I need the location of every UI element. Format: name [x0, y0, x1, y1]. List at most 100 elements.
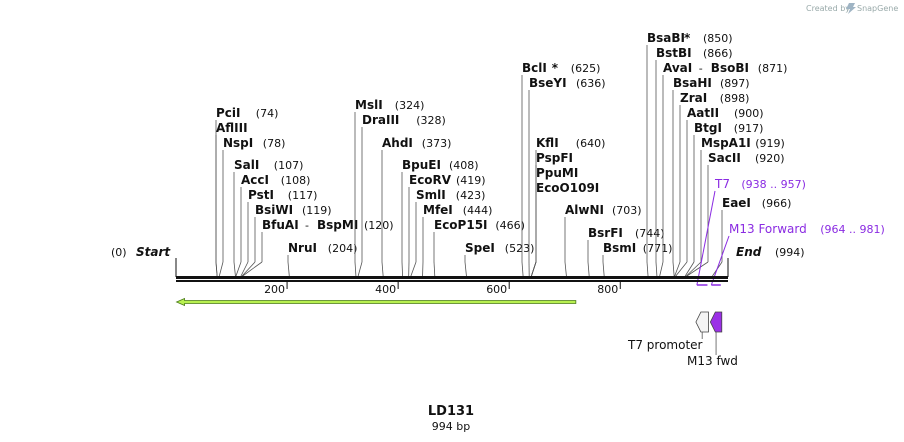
enzyme-position: (204) — [328, 242, 358, 255]
enzyme-name: PciI — [216, 106, 241, 120]
enzyme-site-line — [233, 261, 236, 277]
enzyme-position: (744) — [635, 227, 665, 240]
primer-m13-forward[interactable]: M13 Forward (964 .. 981) — [710, 222, 885, 286]
enzyme-afliii[interactable]: AflIII — [215, 121, 248, 277]
enzyme-name: PstI — [248, 188, 274, 202]
enzyme-position: (324) — [395, 99, 425, 112]
enzyme-name: ZraI — [680, 91, 707, 105]
enzyme-smli[interactable]: SmlI (423) — [410, 188, 486, 277]
enzyme-msli[interactable]: MslI (324) — [354, 98, 425, 277]
enzyme-position: (119) — [302, 204, 332, 217]
enzyme-zrai[interactable]: ZraI (898) — [674, 91, 750, 277]
enzyme-position: (108) — [281, 174, 311, 187]
enzyme-name: EcoP15I — [434, 218, 488, 232]
enzyme-position: (523) — [505, 242, 535, 255]
enzyme-name: AflIII — [216, 121, 248, 135]
tick-400: 400 — [375, 282, 399, 296]
creator-label: Created by — [806, 4, 850, 13]
enzyme-ecorv[interactable]: EcoRV (419) — [408, 173, 486, 277]
enzyme-name: BsaHI — [673, 76, 712, 90]
enzyme-position: (640) — [576, 137, 606, 150]
enzyme-name: SpeI — [465, 241, 495, 255]
enzyme-sali[interactable]: SalI (107) — [233, 158, 303, 277]
enzyme-bsrfi[interactable]: BsrFI (744) — [587, 226, 665, 277]
enzyme-bfuai[interactable]: BfuAI - BspMI (120) — [242, 218, 394, 277]
end-position: (994) — [775, 246, 805, 259]
tick-800: 800 — [597, 282, 621, 296]
enzyme-position: (117) — [288, 189, 318, 202]
enzyme-mspa1i[interactable]: MspA1I (919) — [686, 136, 785, 277]
enzyme-aatii[interactable]: AatII (900) — [675, 106, 764, 277]
enzyme-bseyi[interactable]: BseYI (636) — [528, 76, 606, 277]
enzyme-bcli[interactable]: BclI * (625) — [521, 61, 601, 277]
enzyme-acci[interactable]: AccI (108) — [235, 173, 311, 277]
enzyme-nspi[interactable]: NspI (78) — [218, 136, 285, 277]
enzyme-name: BsmI — [603, 241, 636, 255]
enzyme-ecoo109i[interactable]: EcoO109I — [531, 181, 599, 277]
enzyme-nrui[interactable]: NruI (204) — [287, 241, 358, 277]
enzyme-bstbi[interactable]: BstBI (866) — [655, 46, 733, 277]
feature-arrow — [709, 311, 723, 333]
enzyme-bsiwi[interactable]: BsiWI (119) — [241, 203, 332, 277]
enzyme-avai[interactable]: AvaI - BsoBI (871) — [659, 61, 788, 277]
enzyme-name: MslI — [355, 98, 383, 112]
enzyme-position: (871) — [758, 62, 788, 75]
enzyme-site-line — [381, 261, 384, 277]
enzyme-bsahi[interactable]: BsaHI (897) — [672, 76, 750, 277]
enzyme-ahdi[interactable]: AhdI (373) — [381, 136, 451, 277]
enzyme-name: MspA1I — [701, 136, 751, 150]
enzyme-site-line — [672, 261, 675, 277]
tick-label: 800 — [597, 283, 618, 296]
enzyme-position: (423) — [456, 189, 486, 202]
start-label: Start — [136, 245, 171, 259]
end-label: End — [736, 245, 762, 259]
enzyme-ecop15i[interactable]: EcoP15I (466) — [433, 218, 525, 277]
enzyme-bpuei[interactable]: BpuEI (408) — [401, 158, 479, 277]
enzyme-alwni[interactable]: AlwNI (703) — [564, 203, 642, 277]
enzyme-separator: - — [305, 219, 309, 232]
enzyme-eaei[interactable]: EaeI (966) — [712, 196, 791, 277]
enzyme-star: * — [552, 61, 559, 75]
enzyme-name: SacII — [708, 151, 741, 165]
enzyme-name: MfeI — [423, 203, 453, 217]
tick-600: 600 — [486, 282, 510, 296]
enzyme-site-line — [242, 261, 263, 277]
enzyme-bsabi[interactable]: BsaBI * (850) — [646, 31, 733, 277]
enzyme-psti[interactable]: PstI (117) — [240, 188, 318, 277]
start-position: (0) — [111, 246, 127, 259]
orf-arrow-shape[interactable] — [175, 297, 577, 307]
enzyme-position: (625) — [571, 62, 601, 75]
primer-labels: T7 (938 .. 957) M13 Forward (964 .. 981) — [696, 177, 885, 286]
enzyme-site-line — [218, 261, 224, 277]
enzyme-position: (408) — [449, 159, 479, 172]
enzyme-position: (919) — [755, 137, 785, 150]
tick-200: 200 — [264, 282, 288, 296]
enzyme-mfei[interactable]: MfeI (444) — [422, 203, 493, 277]
enzyme-site-line — [646, 261, 649, 277]
enzyme-spei[interactable]: SpeI (523) — [464, 241, 535, 277]
enzyme-position: (917) — [734, 122, 764, 135]
feature-m13-fwd[interactable]: M13 fwd — [687, 311, 738, 368]
feature-t7-promoter[interactable]: T7 promoter — [627, 311, 709, 352]
enzyme-position: (897) — [720, 77, 750, 90]
enzyme-position: (850) — [703, 32, 733, 45]
enzyme-site-line — [357, 261, 363, 277]
enzyme-bsmi[interactable]: BsmI (771) — [602, 241, 672, 277]
enzyme-name: AatII — [687, 106, 719, 120]
enzyme-btgi[interactable]: BtgI (917) — [684, 121, 764, 277]
enzyme-name: BpuEI — [402, 158, 441, 172]
enzyme-sacii[interactable]: SacII (920) — [686, 151, 785, 277]
enzyme-position: (866) — [703, 47, 733, 60]
enzyme-position: (703) — [612, 204, 642, 217]
enzyme-position: (444) — [463, 204, 493, 217]
primer-t7[interactable]: T7 (938 .. 957) — [696, 177, 806, 286]
enzyme-name: KflI — [536, 136, 559, 150]
primer-name: M13 Forward — [729, 222, 807, 236]
enzyme-name: PpuMI — [536, 166, 578, 180]
feature-arrow — [695, 311, 709, 333]
enzyme-draiii[interactable]: DraIII (328) — [357, 113, 446, 277]
enzyme-position: (466) — [495, 219, 525, 232]
enzyme-site-line — [675, 261, 688, 277]
enzyme-site-line — [401, 261, 403, 277]
